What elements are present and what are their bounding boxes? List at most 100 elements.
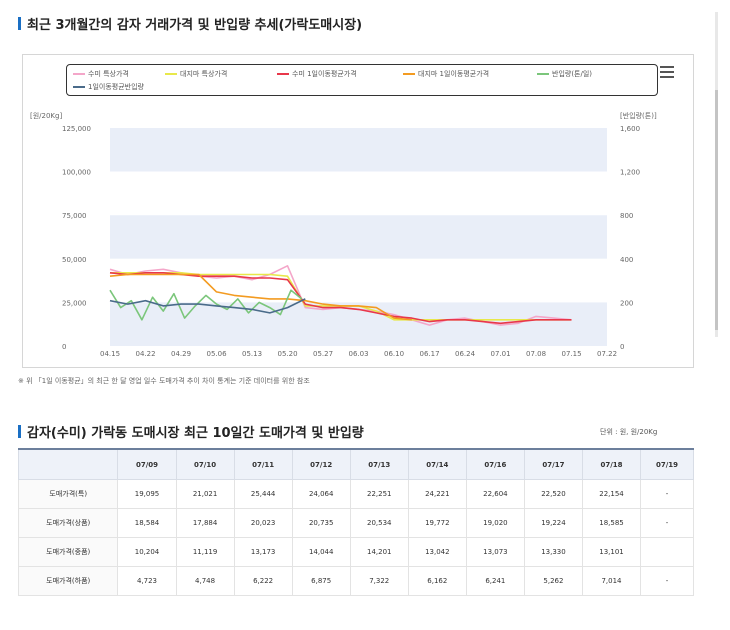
table-cell: 20,023 — [233, 508, 293, 538]
y-right-tick-label: 200 — [620, 299, 633, 307]
table-cell: 18,585 — [581, 508, 642, 538]
x-tick-label: 04.22 — [136, 350, 156, 358]
table-cell: 13,173 — [233, 537, 293, 567]
table-cell: 13,042 — [407, 537, 467, 567]
x-tick-label: 04.15 — [100, 350, 120, 358]
table-cell: 19,095 — [117, 479, 177, 509]
table-cell: 7,322 — [349, 566, 409, 596]
legend-label: 1일이동평균반입량 — [88, 83, 144, 91]
unit-label: 단위 : 원, 원/20Kg — [600, 428, 658, 436]
legend-item[interactable]: 수미 1일이동평균가격 — [277, 69, 357, 79]
table-cell: 19,772 — [407, 508, 467, 538]
table-header-cell: 07/10 — [175, 448, 235, 480]
plot-bands — [110, 128, 607, 346]
legend-swatch — [73, 86, 85, 88]
y-right-tick-label: 800 — [620, 212, 633, 220]
table-cell: 5,262 — [523, 566, 583, 596]
x-tick-label: 05.20 — [278, 350, 298, 358]
chart-legend: 수미 특상가격 대지마 특상가격 수미 1일이동평균가격 대지마 1일이동평균가… — [66, 64, 658, 96]
legend-label: 반입량(톤/일) — [552, 70, 593, 78]
table-cell: 21,021 — [175, 479, 235, 509]
chart-section-title-text: 최근 3개월간의 감자 거래가격 및 반입량 추세(가락도매시장) — [27, 18, 363, 33]
x-tick-label: 05.13 — [242, 350, 262, 358]
table-header-cell: 07/11 — [233, 448, 293, 480]
table-row: 도매가격(특) 19,095 21,021 25,444 24,064 22,2… — [17, 479, 694, 509]
table-header-cell: 07/16 — [465, 448, 525, 480]
vertical-scrollbar-thumb[interactable] — [715, 90, 718, 330]
right-axis-ticks: 1,600 1,200 800 400 200 0 — [620, 125, 640, 351]
series-line — [109, 273, 412, 321]
legend-item[interactable]: 대지마 1일이동평균가격 — [403, 69, 489, 79]
table-cell: 18,584 — [117, 508, 177, 538]
table-cell: 4,723 — [117, 566, 177, 596]
table-cell: 6,875 — [291, 566, 351, 596]
y-right-tick-label: 0 — [620, 343, 624, 351]
legend-swatch — [403, 73, 415, 75]
legend-item[interactable]: 반입량(톤/일) — [537, 69, 592, 79]
legend-item[interactable]: 대지마 특상가격 — [165, 69, 227, 79]
plot-band — [110, 171, 607, 216]
y-left-axis-label: [원/20Kg] — [30, 111, 62, 120]
row-label: 도매가격(상품) — [17, 508, 119, 538]
y-right-axis-label: [반입량(톤)] — [620, 111, 657, 120]
table-row: 도매가격(중품) 10,204 11,119 13,173 14,044 14,… — [17, 537, 694, 567]
series-line — [109, 289, 303, 321]
table-header-cell — [17, 448, 119, 480]
table-cell: 19,224 — [523, 508, 583, 538]
table-cell: 22,251 — [349, 479, 409, 509]
legend-label: 수미 1일이동평균가격 — [292, 70, 357, 78]
table-cell: 22,154 — [581, 479, 642, 509]
plot-band — [110, 128, 607, 172]
table-cell: 14,044 — [291, 537, 351, 567]
x-tick-label: 07.01 — [491, 350, 511, 358]
x-tick-label: 04.29 — [171, 350, 191, 358]
price-table: 07/09 07/10 07/11 07/12 07/13 07/14 07/1… — [17, 448, 694, 596]
table-cell: 6,241 — [465, 566, 525, 596]
table-cell: 10,204 — [117, 537, 177, 567]
plot-band — [110, 215, 607, 259]
table-cell: 13,101 — [581, 537, 642, 567]
title-marker — [18, 425, 21, 438]
legend-swatch — [165, 73, 177, 75]
x-tick-label: 05.27 — [313, 350, 333, 358]
table-cell: 4,748 — [175, 566, 235, 596]
x-tick-label: 07.22 — [597, 350, 617, 358]
chart-footnote: ※ 위 「1일 이동평균」의 최근 한 달 영업 일수 도매가격 추이 차이 통… — [18, 377, 310, 385]
x-tick-label: 06.17 — [420, 350, 440, 358]
legend-item[interactable]: 1일이동평균반입량 — [73, 82, 144, 92]
table-cell: 20,534 — [349, 508, 409, 538]
y-left-tick-label: 0 — [62, 343, 66, 351]
chart-section-title: 최근 3개월간의 감자 거래가격 및 반입량 추세(가락도매시장) — [18, 14, 362, 33]
y-right-tick-label: 1,200 — [620, 169, 640, 177]
chart-menu-icon[interactable] — [660, 66, 674, 78]
table-cell: - — [640, 479, 694, 509]
legend-label: 대지마 1일이동평균가격 — [418, 70, 490, 78]
table-header-cell: 07/19 — [640, 448, 694, 480]
x-tick-label: 06.24 — [455, 350, 476, 358]
series-lines — [109, 264, 572, 326]
title-marker — [18, 17, 21, 30]
table-header-cell: 07/14 — [407, 448, 467, 480]
table-cell: 7,014 — [581, 566, 642, 596]
table-cell — [640, 537, 694, 567]
x-tick-label: 06.03 — [349, 350, 369, 358]
left-axis-ticks: 125,000 100,000 75,000 50,000 25,000 0 — [62, 125, 91, 351]
table-section-title-text: 감자(수미) 가락동 도매시장 최근 10일간 도매가격 및 반입량 — [27, 426, 364, 441]
table-cell: 24,221 — [407, 479, 467, 509]
table-cell: 13,330 — [523, 537, 583, 567]
table-cell: 20,735 — [291, 508, 351, 538]
x-tick-label: 06.10 — [384, 350, 404, 358]
series-line — [109, 298, 306, 314]
table-header-cell: 07/12 — [291, 448, 351, 480]
legend-label: 수미 특상가격 — [88, 70, 129, 78]
x-tick-label: 07.08 — [526, 350, 546, 358]
table-header-cell: 07/13 — [349, 448, 409, 480]
table-header-cell: 07/18 — [581, 448, 642, 480]
legend-item[interactable]: 수미 특상가격 — [73, 69, 129, 79]
legend-swatch — [537, 73, 549, 75]
x-tick-label: 05.06 — [207, 350, 228, 358]
table-row: 도매가격(상품) 18,584 17,884 20,023 20,735 20,… — [17, 508, 694, 538]
legend-swatch — [277, 73, 289, 75]
table-cell: 17,884 — [175, 508, 235, 538]
